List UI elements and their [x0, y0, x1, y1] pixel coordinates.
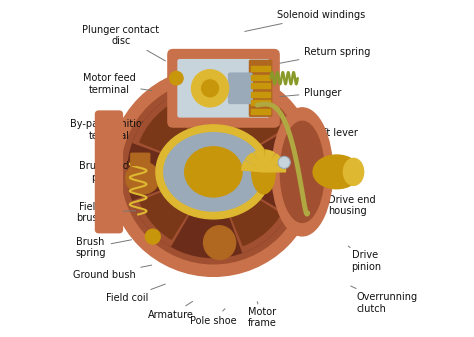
Text: Pole shoe: Pole shoe — [190, 309, 237, 326]
Ellipse shape — [313, 155, 360, 189]
Wedge shape — [254, 150, 264, 172]
Wedge shape — [264, 150, 274, 172]
Wedge shape — [246, 153, 264, 172]
Text: Overrunning
clutch: Overrunning clutch — [351, 286, 418, 314]
Text: Motor feed
terminal: Motor feed terminal — [82, 73, 152, 95]
Wedge shape — [242, 161, 264, 172]
Ellipse shape — [185, 147, 242, 197]
FancyBboxPatch shape — [95, 111, 122, 233]
FancyBboxPatch shape — [252, 83, 270, 88]
Text: Drive
pinion: Drive pinion — [348, 246, 382, 272]
Circle shape — [128, 86, 299, 257]
FancyBboxPatch shape — [131, 153, 150, 165]
Text: Pivot pin: Pivot pin — [297, 163, 350, 175]
Circle shape — [146, 229, 160, 244]
Wedge shape — [213, 172, 281, 245]
Wedge shape — [264, 163, 285, 172]
Text: Drive end
housing: Drive end housing — [321, 195, 375, 216]
Ellipse shape — [344, 158, 364, 185]
Wedge shape — [133, 98, 213, 172]
Text: By-pass ignition
terminal: By-pass ignition terminal — [70, 119, 158, 141]
Text: Solenoid windings: Solenoid windings — [245, 10, 365, 31]
FancyBboxPatch shape — [228, 73, 252, 103]
FancyBboxPatch shape — [168, 50, 279, 127]
Ellipse shape — [164, 133, 263, 211]
Circle shape — [201, 80, 219, 97]
Text: Return spring: Return spring — [279, 47, 371, 63]
Text: Plunger: Plunger — [270, 88, 342, 98]
Text: Brush
spring: Brush spring — [75, 237, 131, 258]
Wedge shape — [133, 172, 213, 246]
Ellipse shape — [252, 150, 275, 194]
Ellipse shape — [156, 125, 271, 219]
FancyBboxPatch shape — [178, 60, 269, 117]
FancyBboxPatch shape — [252, 92, 270, 97]
Wedge shape — [264, 154, 283, 172]
Wedge shape — [213, 172, 288, 252]
Circle shape — [109, 67, 318, 276]
Ellipse shape — [126, 162, 159, 194]
Wedge shape — [140, 104, 213, 172]
FancyBboxPatch shape — [252, 66, 270, 71]
Wedge shape — [140, 172, 213, 239]
Circle shape — [121, 80, 305, 264]
Text: Plunger contact
disc: Plunger contact disc — [82, 25, 165, 61]
Circle shape — [170, 71, 183, 85]
FancyBboxPatch shape — [252, 100, 270, 105]
Text: Armature: Armature — [148, 301, 194, 320]
Circle shape — [278, 156, 290, 168]
Text: Motor
frame: Motor frame — [248, 302, 277, 328]
Ellipse shape — [272, 108, 333, 236]
Text: Field coil: Field coil — [106, 284, 165, 303]
Wedge shape — [213, 98, 281, 172]
Ellipse shape — [280, 121, 324, 222]
FancyBboxPatch shape — [249, 60, 272, 116]
Wedge shape — [213, 91, 288, 172]
Ellipse shape — [204, 226, 236, 259]
FancyBboxPatch shape — [252, 109, 270, 114]
Text: Brush end
plate: Brush end plate — [79, 161, 143, 183]
Circle shape — [191, 70, 228, 107]
Text: Field
brush: Field brush — [76, 202, 137, 223]
Text: Ground bush: Ground bush — [73, 265, 152, 280]
Ellipse shape — [191, 84, 223, 118]
FancyBboxPatch shape — [252, 75, 270, 80]
Text: Shift lever: Shift lever — [277, 128, 358, 141]
Ellipse shape — [267, 150, 301, 182]
